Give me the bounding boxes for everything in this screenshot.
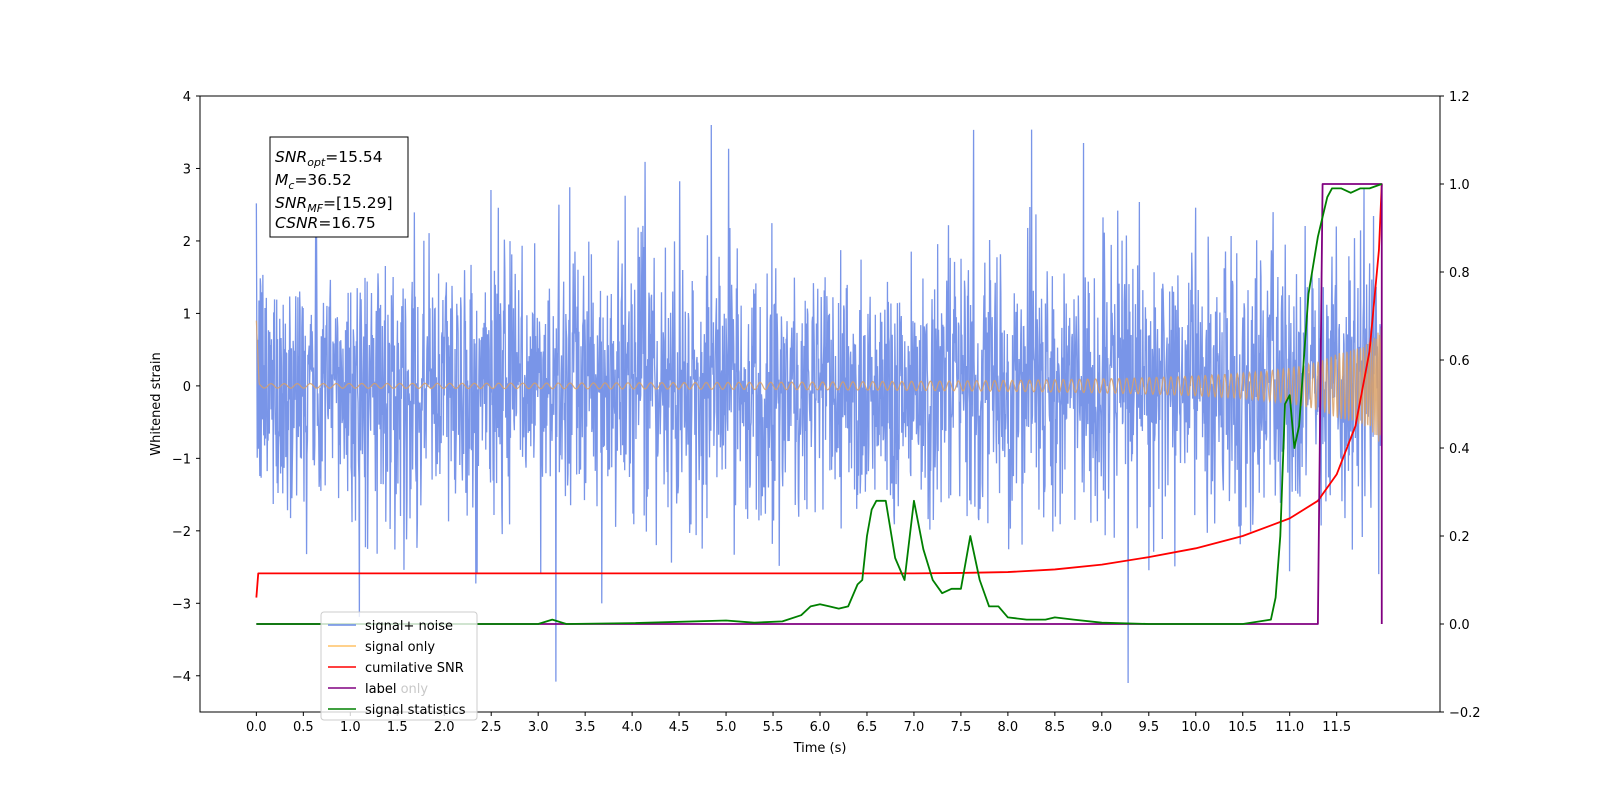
x-tick-label: 2.5 [481,720,502,735]
y2-tick-label: 1.2 [1449,90,1470,105]
legend-label-cumulative-snr: cumilative SNR [365,661,464,676]
x-tick-label: 9.0 [1091,720,1112,735]
x-tick-label: 8.0 [998,720,1019,735]
x-tick-label: 1.5 [387,720,408,735]
annotation-line-csnr: CSNR=16.75 [275,214,376,232]
x-tick-label: 7.0 [904,720,925,735]
legend-frame [320,611,478,721]
y-tick-label: 1 [183,307,191,322]
x-tick-label: 5.0 [716,720,737,735]
y2-tick-label: 1.0 [1449,178,1470,193]
x-tick-label: 4.0 [622,720,643,735]
x-tick-label: 10.5 [1228,720,1257,735]
y-tick-label: −3 [172,597,191,612]
x-tick-label: 3.0 [528,720,549,735]
series-layer [255,124,1383,684]
legend: signal+ noise signal only cumilative SNR… [320,611,478,721]
y2-tick-label: 0.4 [1449,442,1470,457]
y-tick-label: 0 [183,380,191,395]
y-tick-label: −2 [172,525,191,540]
annotation-line-snr-mf: SNRMF=[15.29] [275,194,393,215]
x-tick-label: 1.0 [340,720,361,735]
x-tick-label: 11.0 [1275,720,1304,735]
y-axis-label: Whitened strain [149,352,164,455]
y2-tick-label: −0.2 [1449,706,1481,721]
x-tick-label: 3.5 [575,720,596,735]
y2-tick-label: 0.2 [1449,530,1470,545]
annotation-box: SNRopt=15.54 Mc=36.52 SNRMF=[15.29] CSNR… [269,136,409,238]
x-tick-label: 8.5 [1045,720,1066,735]
series-signal-only [255,320,1383,459]
series-cumilative-snr [255,183,1383,598]
legend-label-signal-only: signal only [365,640,435,655]
x-axis-label: Time (s) [793,741,847,756]
x-tick-label: 7.5 [951,720,972,735]
y2-tick-label: 0.0 [1449,618,1470,633]
x-tick-label: 0.0 [246,720,267,735]
x-tick-label: 6.0 [810,720,831,735]
x-tick-label: 0.5 [293,720,314,735]
annotation-line-mc: Mc=36.52 [275,171,352,192]
y2-tick-label: 0.8 [1449,266,1470,281]
y-tick-label: −4 [172,670,191,685]
y-tick-label: 4 [183,90,191,105]
x-axis-ticks: 0.0 0.5 1.0 1.5 2.0 2.5 3.0 3.5 4.0 4.5 5.0 5.5 6.0 6… [246,712,1351,735]
series-label [256,183,1383,625]
y2-axis-ticks: 1.2 1.0 0.8 0.6 0.4 0.2 0.0 −0.2 [1440,90,1481,721]
y-tick-label: 3 [183,162,191,177]
y-axis-ticks: 4 3 2 1 0 −1 −2 −3 −4 [172,90,200,685]
legend-label-signal-statistics: signal statistics [365,703,466,718]
annotation-line-snr-opt: SNRopt=15.54 [275,148,383,169]
legend-label-label-only-ghost: label only [365,682,428,697]
y2-tick-label: 0.6 [1449,354,1470,369]
x-tick-label: 6.5 [857,720,878,735]
x-tick-label: 4.5 [669,720,690,735]
x-tick-label: 5.5 [763,720,784,735]
legend-label-signal-noise: signal+ noise [365,619,453,634]
annotation-frame [269,136,409,238]
legend-label-label: label [365,682,396,697]
x-tick-label: 10.0 [1181,720,1210,735]
y-tick-label: 2 [183,235,191,250]
y-tick-label: −1 [172,452,191,467]
x-tick-label: 2.0 [434,720,455,735]
x-tick-label: 9.5 [1138,720,1159,735]
series-signal-statistics [256,183,1383,625]
x-tick-label: 11.5 [1322,720,1351,735]
